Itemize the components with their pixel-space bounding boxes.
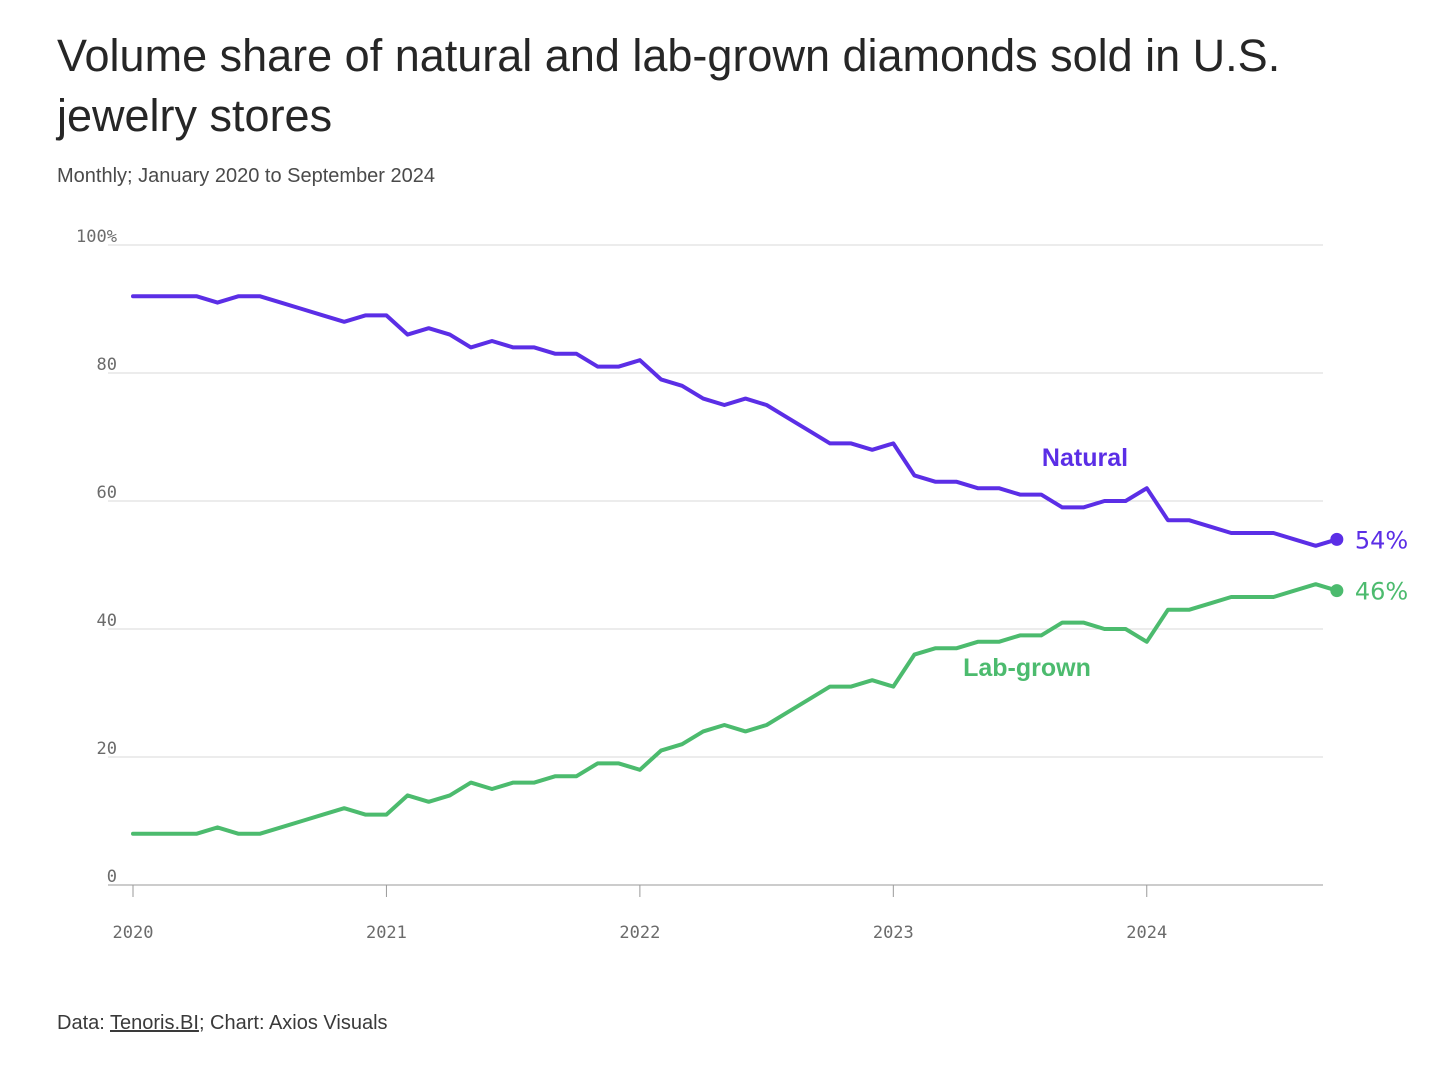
x-tick-label: 2024	[1126, 923, 1167, 943]
y-tick-label: 60	[97, 483, 117, 503]
chart-footer: Data: Tenoris.BI; Chart: Axios Visuals	[57, 1012, 388, 1035]
source-link[interactable]: Tenoris.BI	[110, 1012, 199, 1034]
series-line-lab-grown	[131, 582, 1339, 836]
series-end-point	[1330, 584, 1344, 598]
x-tick-label: 2021	[366, 923, 407, 943]
y-tick-label: 40	[97, 611, 117, 631]
series-line-natural	[131, 294, 1339, 548]
y-tick-label: 20	[97, 739, 117, 759]
footer-suffix: ; Chart: Axios Visuals	[198, 1012, 388, 1034]
chart-title: Volume share of natural and lab-grown di…	[57, 30, 1281, 141]
series-name-label: Lab-grown	[963, 654, 1091, 682]
line-chart: 0 20 40 60 80 100% 2020 2021 2022 2023 2024 54% 46%…	[76, 227, 1408, 943]
y-tick-label: 100%	[76, 227, 117, 247]
footer-prefix: Data:	[57, 1012, 110, 1034]
x-tick-label: 2020	[113, 923, 154, 943]
series-end-point	[1330, 532, 1344, 546]
chart-subtitle: Monthly; January 2020 to September 2024	[57, 165, 436, 187]
y-tick-label: 0	[107, 867, 117, 887]
y-tick-label: 80	[97, 355, 117, 375]
series-end-label: 54%	[1355, 526, 1408, 554]
x-tick-label: 2023	[873, 923, 914, 943]
x-tick-label: 2022	[619, 923, 660, 943]
series-end-label: 46%	[1355, 578, 1408, 606]
series-name-label: Natural	[1042, 444, 1128, 472]
